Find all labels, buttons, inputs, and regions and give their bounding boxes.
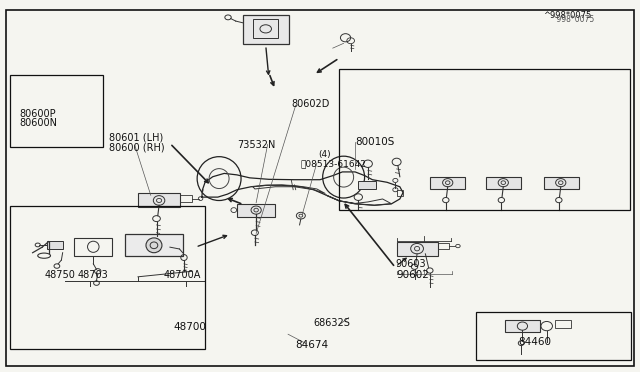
Bar [253, 19, 278, 38]
Text: 80600P: 80600P [20, 109, 56, 119]
Text: ^998*0075: ^998*0075 [550, 15, 594, 24]
Bar [397, 190, 403, 196]
Bar [543, 177, 579, 189]
Bar [237, 204, 275, 217]
Bar [243, 15, 289, 44]
Bar [358, 181, 376, 189]
Text: 80600N: 80600N [20, 118, 58, 128]
Bar [486, 177, 521, 189]
Text: (4): (4) [319, 150, 332, 159]
Bar [430, 177, 465, 189]
Bar [397, 241, 438, 256]
Bar [47, 241, 63, 249]
Text: 84674: 84674 [296, 340, 329, 350]
Text: 48703: 48703 [77, 270, 108, 280]
Bar [438, 243, 449, 249]
Text: 84460: 84460 [518, 337, 551, 347]
Text: ゅ08513-61642: ゅ08513-61642 [301, 159, 367, 168]
Bar [125, 234, 182, 256]
Text: 90603: 90603 [396, 259, 426, 269]
Text: 90602: 90602 [397, 270, 429, 280]
Text: 80600 (RH): 80600 (RH) [109, 142, 165, 152]
Bar [10, 206, 205, 349]
Bar [10, 75, 103, 147]
Text: 73532N: 73532N [237, 140, 275, 150]
Text: 48700A: 48700A [164, 270, 201, 280]
Bar [505, 320, 540, 332]
Text: ^998*0075: ^998*0075 [543, 11, 592, 20]
Bar [74, 238, 113, 256]
Bar [179, 195, 192, 202]
Bar [555, 320, 571, 328]
Text: 80601 (LH): 80601 (LH) [109, 133, 163, 143]
Text: 48700: 48700 [173, 322, 206, 332]
Bar [138, 193, 179, 208]
Text: 80010S: 80010S [355, 137, 394, 147]
Bar [339, 69, 630, 210]
Text: 80602D: 80602D [291, 99, 330, 109]
Text: 68632S: 68632S [314, 318, 351, 328]
Ellipse shape [146, 238, 162, 253]
Bar [476, 312, 631, 360]
Text: 48750: 48750 [44, 270, 75, 280]
